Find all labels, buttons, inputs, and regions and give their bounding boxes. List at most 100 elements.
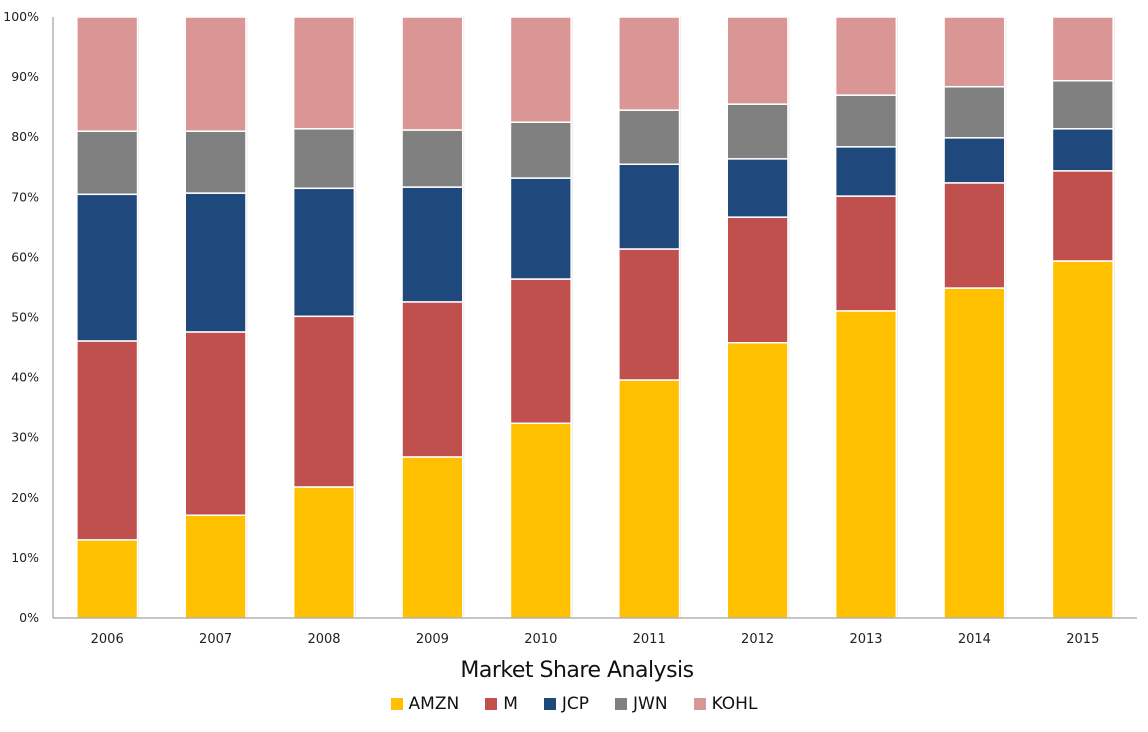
bar-segment-kohl-2014 [943,16,1006,88]
bar-segment-jwn-2010 [509,121,572,179]
bar-segment-amzn-2009 [401,456,464,619]
legend-label: JWN [633,694,668,714]
bar-segment-jcp-2015 [1051,128,1114,172]
legend-label: KOHL [711,694,758,714]
x-tick-label: 2007 [199,632,232,647]
bar-segment-kohl-2006 [76,16,139,132]
bar-segment-kohl-2012 [726,16,789,105]
legend-item-jcp: JCP [543,694,590,714]
bar-segment-m-2012 [726,216,789,344]
y-tick-label: 60% [11,249,39,264]
bar-segment-kohl-2008 [292,16,356,130]
bar-segment-amzn-2006 [76,539,139,619]
bar-stack-2013 [834,16,898,619]
bar-segment-amzn-2010 [509,422,572,619]
legend-label: M [503,694,518,714]
bar-stack-2011 [618,16,682,619]
bar-segment-jcp-2010 [509,177,572,280]
bar-segment-amzn-2014 [943,287,1006,619]
bar-stack-2007 [184,16,248,619]
bar-segment-m-2008 [292,315,356,488]
bar-segment-m-2014 [943,182,1006,289]
bar-stack-2006 [76,16,140,619]
legend-item-amzn: AMZN [390,694,460,714]
bar-segment-kohl-2013 [834,16,898,96]
bar-segment-kohl-2007 [184,16,247,132]
bar-segment-m-2010 [509,278,572,425]
stacked-bar-chart: 0%10%20%30%40%50%60%70%80%90%100% 2006 20… [3,9,1137,683]
bars-group [76,16,1115,619]
legend-swatch [485,698,498,710]
x-tick-label: 2006 [91,632,124,647]
x-tick-label: 2010 [524,632,557,647]
x-tick-label: 2013 [849,632,882,647]
y-tick-label: 80% [11,129,39,144]
legend-label: AMZN [408,694,460,714]
bar-segment-jcp-2009 [401,186,464,303]
legend-swatch [693,698,706,710]
bar-segment-m-2009 [401,301,464,458]
bar-segment-m-2011 [618,248,681,381]
bar-stack-2009 [401,16,465,619]
bar-segment-m-2013 [834,195,898,312]
legend-item-m: M [485,694,518,714]
y-tick-label: 0% [19,610,39,625]
bar-segment-jwn-2015 [1051,79,1114,130]
bar-segment-kohl-2010 [509,16,572,123]
chart-title: Market Share Analysis [460,658,693,683]
bar-stack-2008 [292,16,356,619]
bar-segment-jcp-2007 [184,192,247,333]
bar-segment-amzn-2008 [292,486,356,619]
legend-swatch [615,698,628,710]
bar-segment-m-2007 [184,331,247,516]
bar-segment-amzn-2012 [726,341,789,619]
bar-segment-jwn-2007 [184,130,247,194]
legend-swatch [543,698,556,710]
x-tick-label: 2009 [416,632,449,647]
bar-segment-jcp-2013 [834,146,898,197]
bar-segment-kohl-2009 [401,16,464,131]
bar-segment-jwn-2009 [401,129,464,188]
bar-segment-jwn-2013 [834,94,898,148]
bar-segment-amzn-2015 [1051,260,1114,619]
bar-segment-m-2006 [76,340,139,541]
bar-segment-amzn-2011 [618,379,681,619]
y-tick-label: 20% [11,490,39,505]
legend-label: JCP [561,694,590,714]
x-tick-label: 2011 [633,632,666,647]
bar-segment-jcp-2008 [292,187,356,318]
legend-item-jwn: JWN [615,694,668,714]
x-tick-label: 2008 [307,632,340,647]
bar-segment-amzn-2007 [184,514,247,619]
x-tick-label: 2014 [958,632,991,647]
y-tick-label: 70% [11,189,39,204]
bar-segment-jwn-2014 [943,85,1006,139]
bar-segment-jwn-2008 [292,128,356,190]
legend: AMZN M JCP JWN KOHL [0,694,1148,714]
bar-segment-m-2015 [1051,170,1114,262]
bar-stack-2010 [509,16,573,619]
y-tick-label: 50% [11,310,39,325]
y-tick-label: 40% [11,370,39,385]
x-tick-label: 2015 [1066,632,1099,647]
y-tick-label: 30% [11,430,39,445]
y-tick-label: 90% [11,69,39,84]
bar-segment-jcp-2012 [726,158,789,218]
bar-segment-jcp-2011 [618,163,681,250]
legend-item-kohl: KOHL [693,694,758,714]
y-tick-label: 100% [3,9,39,24]
y-axis: 0% 10% 20% 30% 40% 50% 60% 70% 80% 90% 100% [3,9,54,625]
bar-segment-jwn-2012 [726,103,789,160]
x-axis: 2006 2007 2008 2009 2010 2011 2012 2013 2014 2015 [53,617,1137,647]
bar-stack-2012 [726,16,790,619]
bar-stack-2014 [943,16,1007,619]
legend-swatch [390,698,403,710]
bar-stack-2015 [1051,16,1115,619]
bar-segment-jwn-2006 [76,130,139,196]
x-tick-label: 2012 [741,632,774,647]
bar-segment-kohl-2015 [1051,16,1114,82]
bar-segment-jwn-2011 [618,109,681,165]
bar-segment-jcp-2006 [76,193,139,342]
bar-segment-kohl-2011 [618,16,681,111]
bar-segment-jcp-2014 [943,137,1006,184]
